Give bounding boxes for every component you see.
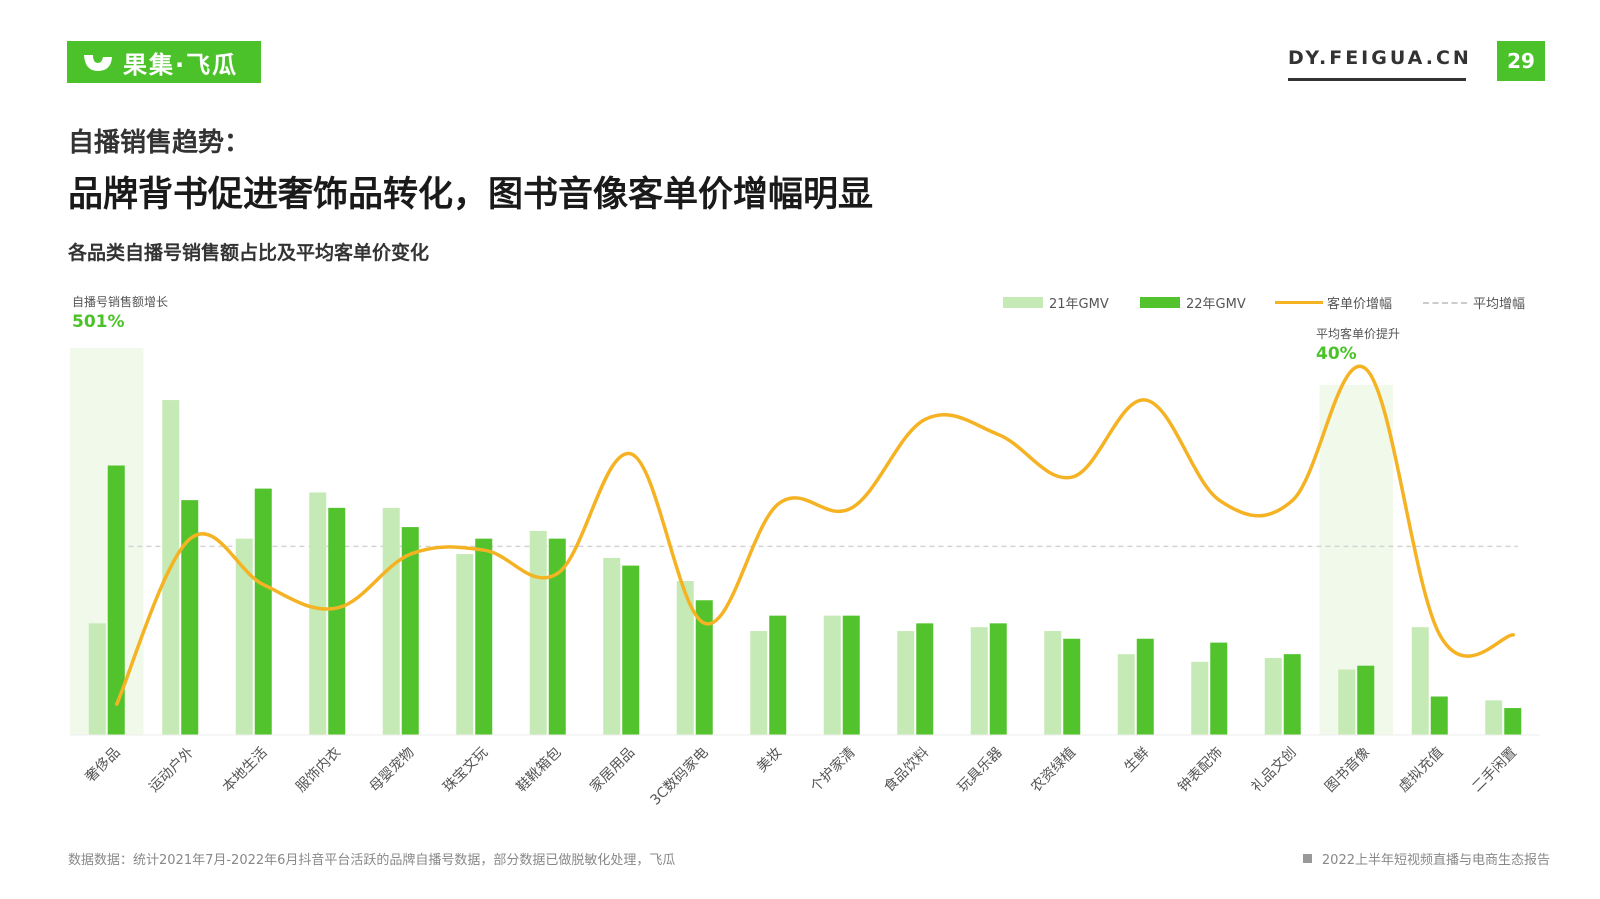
x-tick-label: 鞋靴箱包 bbox=[514, 745, 565, 796]
highlight-column bbox=[1319, 385, 1393, 735]
bar-22-gmv bbox=[1136, 638, 1154, 735]
bar-22-gmv bbox=[769, 615, 787, 735]
bar-22-gmv bbox=[1210, 642, 1228, 735]
bar-21-gmv bbox=[1044, 631, 1062, 735]
bar-21-gmv bbox=[823, 615, 841, 735]
bar-21-gmv bbox=[382, 507, 400, 735]
x-tick-label: 家居用品 bbox=[586, 744, 638, 796]
bar-22-gmv bbox=[328, 507, 346, 735]
bar-22-gmv bbox=[1357, 665, 1375, 735]
brand-logo: 果集·飞瓜 bbox=[67, 41, 261, 83]
bar-22-gmv bbox=[1063, 638, 1081, 735]
bar-22-gmv bbox=[989, 623, 1007, 735]
legend-gmv22-swatch bbox=[1140, 297, 1180, 308]
x-tick-label: 奢侈品 bbox=[83, 745, 124, 786]
legend-gmv22-label: 22年GMV bbox=[1186, 297, 1246, 312]
bar-21-gmv bbox=[235, 538, 253, 735]
highlight-right-label: 平均客单价提升 bbox=[1316, 327, 1401, 341]
highlight-right-value: 40% bbox=[1316, 344, 1357, 364]
x-tick-label: 礼品文创 bbox=[1249, 745, 1300, 796]
x-tick-label: 钟表配饰 bbox=[1174, 744, 1226, 796]
bar-22-gmv bbox=[401, 527, 419, 735]
bar-21-gmv bbox=[1338, 669, 1356, 735]
bar-22-gmv bbox=[842, 615, 860, 735]
legend-gmv21-label: 21年GMV bbox=[1049, 297, 1109, 312]
bar-21-gmv bbox=[603, 557, 621, 735]
x-tick-label: 3C数码家电 bbox=[647, 744, 712, 809]
report-name-text: 2022上半年短视频直播与电商生态报告 bbox=[1321, 853, 1550, 868]
x-tick-label: 农资绿植 bbox=[1028, 745, 1079, 796]
bar-21-gmv bbox=[750, 631, 768, 735]
bar-22-gmv bbox=[1430, 696, 1448, 735]
page-number: 29 bbox=[1497, 41, 1545, 81]
bar-21-gmv bbox=[88, 623, 106, 735]
legend-avg-label: 平均增幅 bbox=[1473, 297, 1526, 312]
logo-text: 果集·飞瓜 bbox=[123, 50, 239, 79]
bar-21-gmv bbox=[897, 631, 915, 735]
x-tick-label: 图书音像 bbox=[1321, 744, 1373, 796]
legend-gmv21-swatch bbox=[1003, 297, 1043, 308]
bar-22-gmv bbox=[548, 538, 566, 735]
bar-22-gmv bbox=[695, 600, 713, 735]
bar-21-gmv bbox=[309, 492, 327, 735]
legend-avg: 平均增幅 bbox=[1423, 293, 1525, 312]
highlight-left-label: 自播号销售额增长 bbox=[72, 295, 169, 309]
bar-21-gmv bbox=[1191, 661, 1209, 735]
x-tick-label: 运动户外 bbox=[145, 744, 197, 796]
logo-icon bbox=[84, 55, 112, 71]
chart-title: 各品类自播号销售额占比及平均客单价变化 bbox=[68, 242, 430, 264]
x-tick-label: 虚拟充值 bbox=[1396, 745, 1447, 796]
report-name: 2022上半年短视频直播与电商生态报告 bbox=[1302, 849, 1550, 868]
highlight-column bbox=[70, 348, 144, 735]
x-tick-label: 母婴宠物 bbox=[367, 745, 418, 796]
bar-21-gmv bbox=[1117, 654, 1135, 735]
legend-gmv21: 21年GMV bbox=[1003, 293, 1109, 312]
x-tick-label: 服饰内衣 bbox=[293, 745, 344, 796]
legend-growth-label: 客单价增幅 bbox=[1327, 297, 1393, 312]
legend-gmv22: 22年GMV bbox=[1140, 293, 1246, 312]
bar-21-gmv bbox=[456, 554, 474, 735]
bar-22-gmv bbox=[1283, 654, 1301, 735]
growth-line bbox=[115, 364, 1515, 706]
x-tick-label: 珠宝文玩 bbox=[440, 745, 491, 796]
bar-21-gmv bbox=[970, 627, 988, 735]
bar-22-gmv bbox=[107, 465, 125, 735]
bar-22-gmv bbox=[1504, 708, 1522, 735]
bar-22-gmv bbox=[622, 565, 640, 735]
x-tick-label: 生鲜 bbox=[1121, 745, 1152, 776]
highlight-left-value: 501% bbox=[72, 312, 125, 332]
bar-21-gmv bbox=[676, 581, 694, 735]
page-title: 品牌背书促进奢饰品转化，图书音像客单价增幅明显 bbox=[68, 175, 874, 215]
x-tick-label: 玩具乐器 bbox=[955, 745, 1006, 796]
footer-square-icon bbox=[1302, 854, 1312, 863]
bar-21-gmv bbox=[529, 530, 547, 735]
legend-growth: 客单价增幅 bbox=[1275, 293, 1392, 312]
x-tick-label: 个护家清 bbox=[807, 744, 859, 796]
bar-22-gmv bbox=[475, 538, 493, 735]
bar-21-gmv bbox=[1264, 658, 1282, 735]
legend-growth-swatch bbox=[1275, 301, 1323, 304]
section-kicker: 自播销售趋势： bbox=[68, 128, 251, 158]
bar-22-gmv bbox=[181, 500, 199, 735]
bar-22-gmv bbox=[254, 488, 272, 735]
bar-21-gmv bbox=[1411, 627, 1429, 735]
x-tick-label: 二手闲置 bbox=[1469, 745, 1520, 796]
source-note: 数据数据：统计2021年7月-2022年6月抖音平台活跃的品牌自播号数据，部分数… bbox=[68, 853, 676, 868]
x-tick-label: 本地生活 bbox=[220, 745, 271, 796]
legend-avg-swatch bbox=[1423, 301, 1467, 304]
bar-22-gmv bbox=[916, 623, 934, 735]
bar-21-gmv bbox=[1485, 700, 1503, 735]
site-underline bbox=[1288, 78, 1466, 81]
x-tick-label: 美妆 bbox=[754, 745, 785, 776]
x-tick-label: 食品饮料 bbox=[880, 744, 932, 796]
site-url: DY.FEIGUA.CN bbox=[1288, 47, 1472, 69]
